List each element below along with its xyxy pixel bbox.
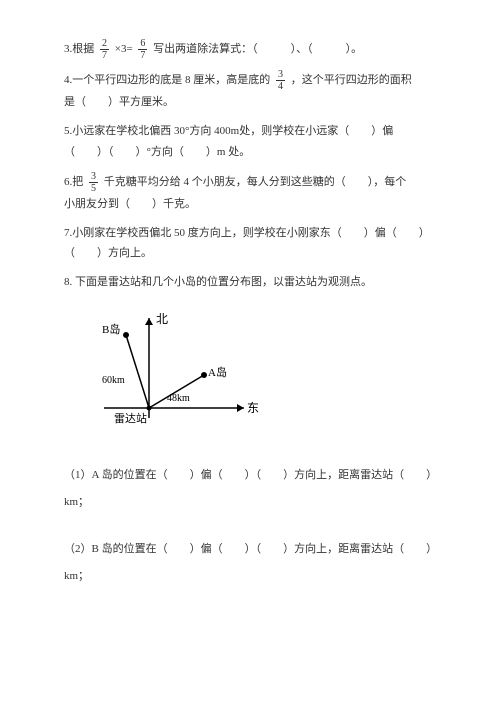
fraction-2-7: 2 7 — [100, 38, 109, 61]
radar-diagram: B岛 北 A岛 60km 48km 雷达站 东 — [94, 303, 264, 443]
q4-line1: 4.一个平行四边形的底是 8 厘米，高是底的 3 4 ，这个平行四边形的面积 — [64, 69, 446, 92]
east-arrow — [237, 404, 244, 412]
fraction-6-7: 6 7 — [138, 38, 147, 61]
label-a: A岛 — [208, 365, 227, 379]
q5-line1: 5.小远家在学校北偏西 30°方向 400m处，则学校在小远家（ ）偏 — [64, 121, 446, 142]
dot-origin — [147, 406, 152, 411]
numerator: 2 — [100, 38, 109, 50]
q4-text-b: ，这个平行四边形的面积 — [291, 74, 412, 86]
question-5: 5.小远家在学校北偏西 30°方向 400m处，则学校在小远家（ ）偏 （ ）（… — [64, 121, 446, 163]
q6-text-a: 6.把 — [64, 176, 83, 188]
question-6: 6.把 3 5 千克糖平均分给 4 个小朋友，每人分到这些糖的（ ），每个 小朋… — [64, 171, 446, 215]
q3-prefix: 3.根据 — [64, 43, 94, 55]
q4-text-a: 4.一个平行四边形的底是 8 厘米，高是底的 — [64, 74, 270, 86]
q7-line2: （ ）方向上。 — [64, 243, 446, 264]
label-north: 北 — [156, 312, 168, 326]
denominator: 7 — [100, 50, 109, 61]
q4-line2: 是（ ）平方厘米。 — [64, 92, 446, 113]
label-east: 东 — [247, 401, 259, 415]
label-48km: 48km — [167, 393, 190, 404]
sub2-unit: km； — [64, 566, 446, 587]
q7-line1: 7.小刚家在学校西偏北 50 度方向上，则学校在小刚家东（ ）偏（ ） — [64, 223, 446, 244]
question-8: 8. 下面是雷达站和几个小岛的位置分布图，以雷达站为观测点。 — [64, 272, 446, 293]
numerator: 3 — [276, 69, 285, 81]
question-4: 4.一个平行四边形的底是 8 厘米，高是底的 3 4 ，这个平行四边形的面积 是… — [64, 69, 446, 113]
sub1-unit: km； — [64, 492, 446, 513]
q3-mid: ×3= — [115, 43, 133, 55]
line-to-b — [126, 335, 149, 408]
denominator: 4 — [276, 81, 285, 92]
fraction-3-5: 3 5 — [89, 171, 98, 194]
q8-text: 8. 下面是雷达站和几个小岛的位置分布图，以雷达站为观测点。 — [64, 272, 446, 293]
dot-a — [201, 372, 207, 378]
question-3: 3.根据 2 7 ×3= 6 7 写出两道除法算式：（ ）、（ ）。 — [64, 38, 446, 61]
q3-tail: 写出两道除法算式：（ ）、（ ）。 — [153, 43, 362, 55]
denominator: 7 — [138, 50, 147, 61]
north-arrow — [145, 318, 153, 325]
sub-question-1: （1）A 岛的位置在（ ）偏（ ）（ ）方向上，距离雷达站（ ） — [64, 465, 446, 486]
q6-line2: 小朋友分到（ ）千克。 — [64, 194, 446, 215]
label-60km: 60km — [102, 375, 125, 386]
label-b: B岛 — [102, 322, 120, 336]
q5-line2: （ ）（ ）°方向（ ）m 处。 — [64, 142, 446, 163]
numerator: 3 — [89, 171, 98, 183]
label-radar: 雷达站 — [114, 411, 147, 425]
fraction-3-4: 3 4 — [276, 69, 285, 92]
dot-b — [123, 332, 129, 338]
q6-line1: 6.把 3 5 千克糖平均分给 4 个小朋友，每人分到这些糖的（ ），每个 — [64, 171, 446, 194]
numerator: 6 — [138, 38, 147, 50]
page: 3.根据 2 7 ×3= 6 7 写出两道除法算式：（ ）、（ ）。 4.一个平… — [0, 0, 500, 633]
q6-text-b: 千克糖平均分给 4 个小朋友，每人分到这些糖的（ ），每个 — [104, 176, 407, 188]
radar-svg: B岛 北 A岛 60km 48km 雷达站 东 — [94, 303, 264, 443]
sub-question-2: （2）B 岛的位置在（ ）偏（ ）（ ）方向上，距离雷达站（ ） — [64, 539, 446, 560]
question-7: 7.小刚家在学校西偏北 50 度方向上，则学校在小刚家东（ ）偏（ ） （ ）方… — [64, 223, 446, 265]
denominator: 5 — [89, 183, 98, 194]
